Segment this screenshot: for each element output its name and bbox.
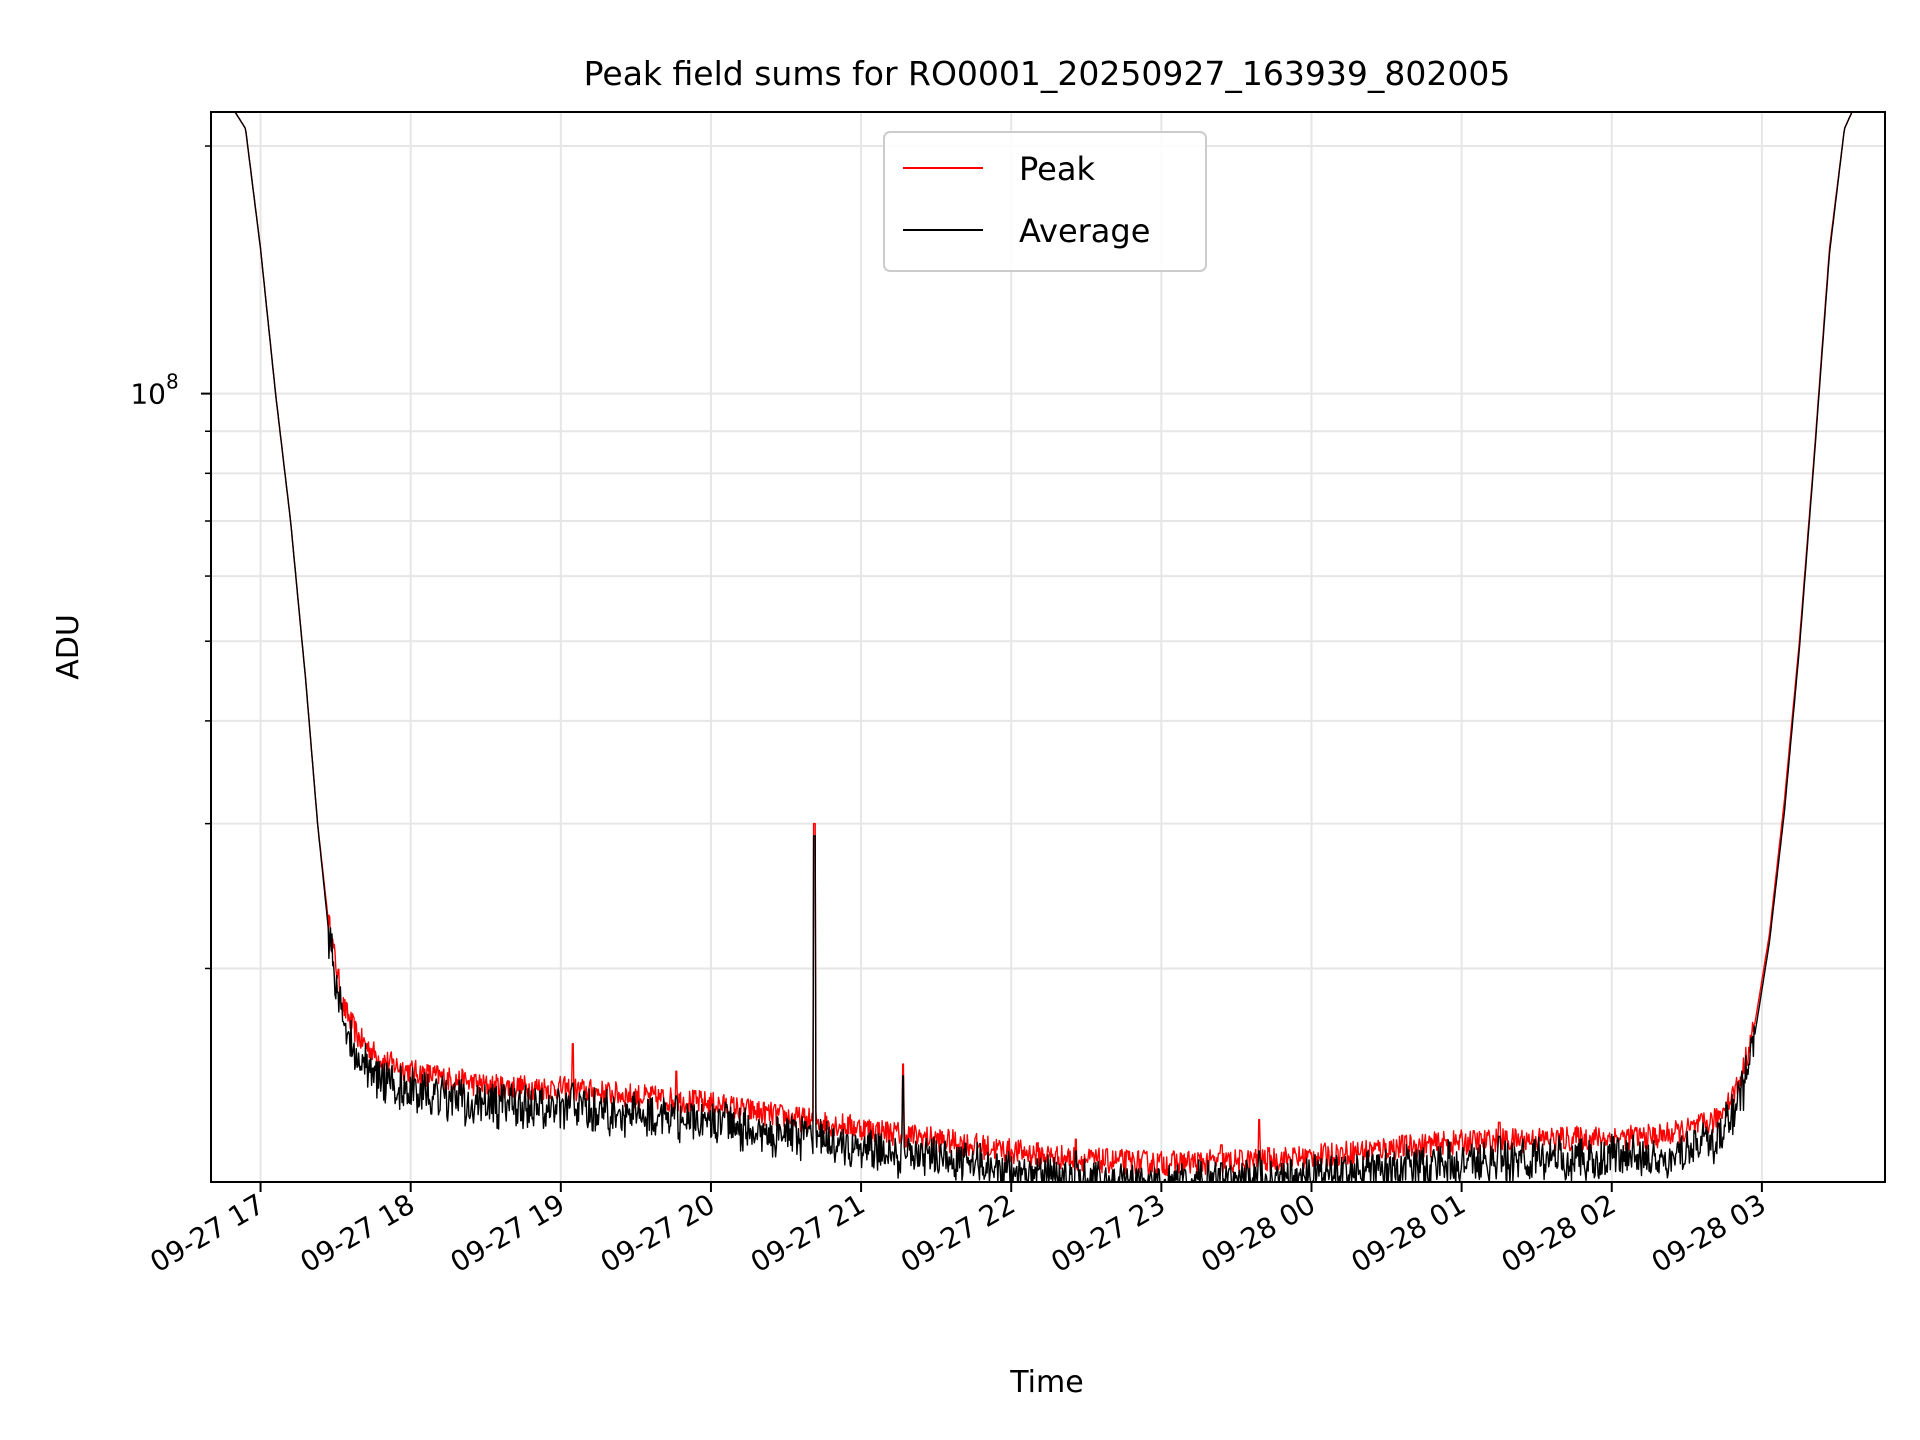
grid (211, 112, 1885, 1182)
y-axis-ticks: 10 8 (130, 145, 211, 970)
series-line-peak (211, 111, 1885, 1177)
series-average (211, 111, 1885, 1183)
x-axis-label: Time (1009, 1365, 1083, 1400)
legend: Peak Average (883, 131, 1207, 272)
y-axis-label: ADU (51, 614, 86, 680)
series-line-average (211, 111, 1885, 1183)
plot-frame (210, 111, 1886, 1183)
series-peak (211, 111, 1885, 1177)
legend-label-peak: Peak (1019, 150, 1095, 188)
chart-title: Peak field sums for RO0001_20250927_1639… (584, 54, 1511, 93)
y-tick-label-base: 10 (130, 378, 166, 411)
legend-label-average: Average (1019, 212, 1150, 250)
y-tick-label-exponent: 8 (166, 370, 179, 394)
legend-box (883, 131, 1207, 272)
series-layer (211, 111, 1885, 1183)
